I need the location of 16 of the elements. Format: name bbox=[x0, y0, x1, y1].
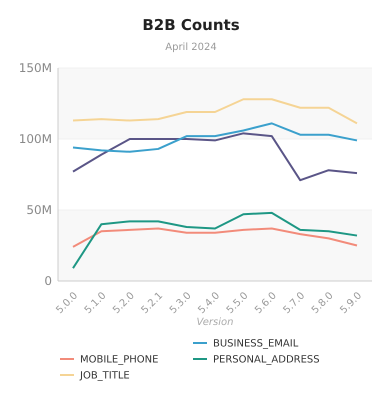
legend-label: MOBILE_PHONE bbox=[80, 354, 158, 366]
y-tick-label: 150M bbox=[18, 61, 52, 76]
line-series bbox=[72, 227, 358, 248]
chart-subtitle: April 2024 bbox=[165, 42, 217, 53]
legend-label: JOB_TITLE bbox=[79, 370, 130, 382]
chart-title: B2B Counts bbox=[142, 16, 240, 34]
x-axis-title: Version bbox=[196, 317, 234, 328]
line-series bbox=[72, 122, 358, 153]
y-tick-label: 0 bbox=[44, 274, 52, 288]
line-series bbox=[72, 212, 358, 270]
line-series bbox=[72, 132, 358, 182]
legend-label: BUSINESS_EMAIL bbox=[213, 338, 299, 350]
y-tick-label: 100M bbox=[18, 132, 52, 146]
y-tick-label: 50M bbox=[26, 203, 52, 218]
legend-label: PERSONAL_ADDRESS bbox=[213, 354, 320, 366]
line-series bbox=[72, 98, 358, 124]
